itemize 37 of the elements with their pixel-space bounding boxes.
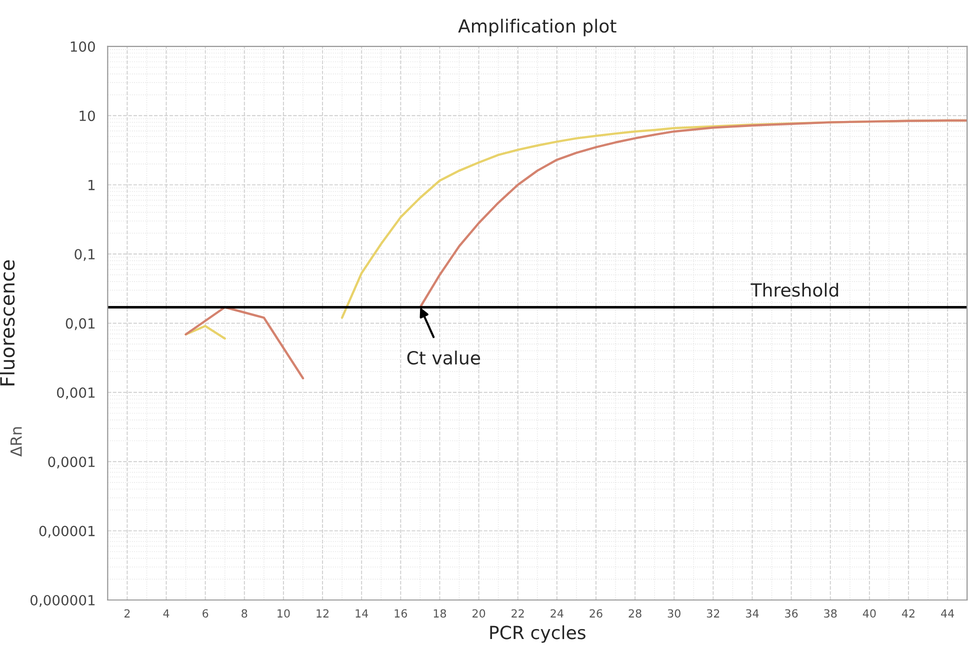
y-tick-label: 10 <box>80 110 95 122</box>
x-tick-label: 24 <box>550 609 564 618</box>
x-tick-label: 44 <box>941 609 954 618</box>
x-tick-label: 28 <box>628 609 642 618</box>
y-tick-label: 0,001 <box>57 387 95 400</box>
x-tick-label: 14 <box>356 609 368 618</box>
x-axis-title: PCR cycles <box>490 625 586 643</box>
x-tick-label: 40 <box>862 609 876 618</box>
chart-title: Amplification plot <box>458 18 616 36</box>
text: ΔRn <box>10 427 22 457</box>
x-tick-label: 6 <box>202 609 208 618</box>
ref-line-label: Threshold <box>750 282 838 297</box>
x-tick-label: 18 <box>434 609 446 618</box>
x-tick-label: 26 <box>590 609 602 618</box>
x-tick-label: 34 <box>746 609 759 618</box>
x-tick-label: 38 <box>824 609 837 618</box>
y-axis-title: Fluorescence <box>0 260 15 386</box>
annotation: Ct value <box>407 350 480 365</box>
x-tick-label: 30 <box>668 609 680 618</box>
y-tick-label: 1 <box>88 180 95 190</box>
x-tick-label: 22 <box>512 609 524 618</box>
x-tick-label: 10 <box>278 609 290 618</box>
x-tick-label: 36 <box>785 609 798 618</box>
x-tick-label: 42 <box>902 609 914 618</box>
y-tick-label: 0,00001 <box>39 526 95 538</box>
x-tick-label: 4 <box>163 609 170 618</box>
y-tick-label: 100 <box>70 41 95 52</box>
x-tick-label: 8 <box>242 609 248 618</box>
y-tick-label: 0,1 <box>74 248 95 261</box>
x-tick-label: 20 <box>472 609 486 618</box>
y-tick-label: 0,01 <box>66 318 95 330</box>
x-tick-label: 16 <box>394 609 408 618</box>
x-tick-label: 32 <box>706 609 720 618</box>
y-tick-label: 0,000001 <box>30 594 95 607</box>
x-tick-label: 12 <box>316 609 328 618</box>
y-tick-label: 0,0001 <box>48 456 95 468</box>
x-tick-label: 2 <box>124 609 130 618</box>
